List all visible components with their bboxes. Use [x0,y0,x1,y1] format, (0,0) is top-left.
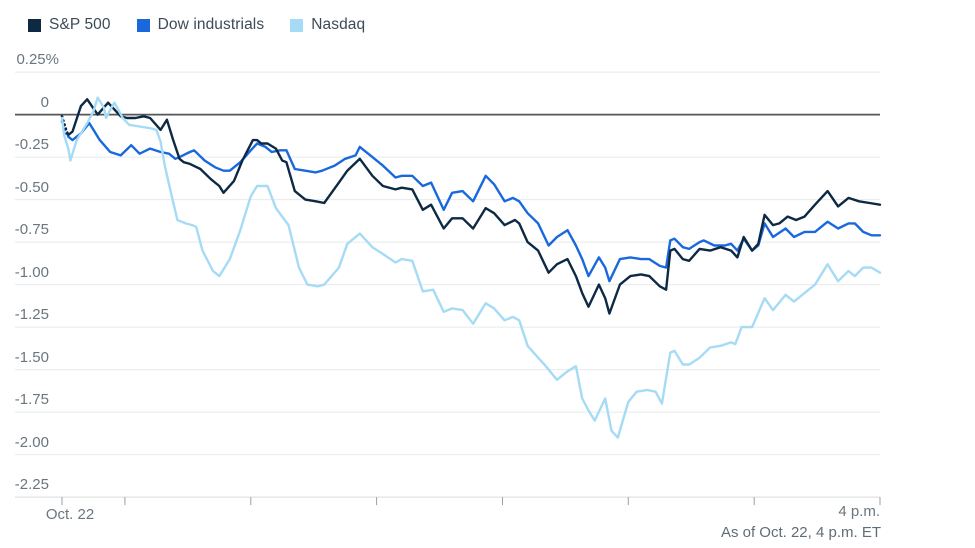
series-line-s-p-500 [67,98,882,315]
x-axis-label-end: 4 p.m. [838,503,880,520]
x-axis-label-start: Oct. 22 [45,506,95,523]
legend-item-nasdaq: Nasdaq [290,16,365,34]
series-line-dow-industrials [67,121,882,283]
legend-swatch-icon [290,18,304,32]
series-line-nasdaq [60,96,882,439]
legend-label: Dow industrials [157,16,265,33]
y-axis-label: -1.75 [14,391,49,408]
legend-swatch-icon [136,18,150,32]
y-axis-label: -1.50 [14,349,49,366]
y-axis-label: -2.25 [14,476,49,493]
y-axis-label: -0.75 [14,221,49,238]
y-axis-label: -1.00 [14,264,49,281]
legend-label: Nasdaq [311,16,366,33]
y-axis-label: -1.25 [14,306,49,323]
y-axis-label: -0.50 [14,179,49,196]
y-axis-label: 0.25% [16,51,59,68]
y-axis-label: -0.25 [14,136,49,153]
legend-item-s-p-500: S&P 500 [28,16,111,34]
legend-label: S&P 500 [49,16,111,33]
as-of-note: As of Oct. 22, 4 p.m. ET [720,524,881,541]
y-axis-label: 0 [40,94,49,111]
chart-legend: S&P 500 Dow industrials Nasdaq [28,16,365,34]
legend-swatch-icon [28,18,41,32]
legend-item-dow-industrials: Dow industrials [136,16,265,34]
y-axis-label: -2.00 [14,434,49,451]
